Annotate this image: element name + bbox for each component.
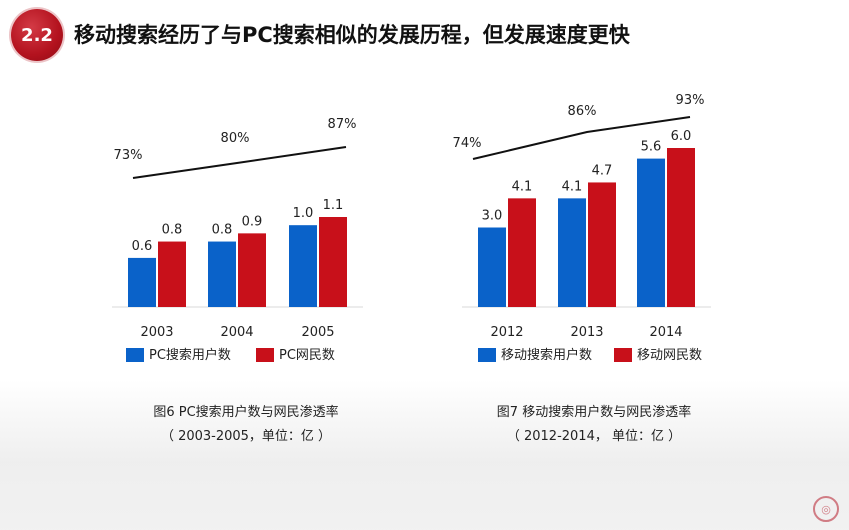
- chart1-penetration-label-2003: 73%: [114, 148, 143, 163]
- chart1-value-label-search-2004: 0.8: [212, 223, 233, 238]
- chart1-bar-search-2004: [208, 241, 236, 307]
- chart2-value-label-users-2013: 4.7: [592, 163, 613, 178]
- chart1-bar-search-2003: [128, 257, 156, 307]
- chart1-bar-search-2005: [289, 225, 317, 307]
- chart2-value-label-search-2014: 5.6: [641, 140, 662, 155]
- chart1-bar-users-2004: [238, 233, 266, 307]
- chart1-legend-label-search: PC搜索用户数: [149, 347, 231, 363]
- chart1-value-label-users-2004: 0.9: [242, 214, 263, 229]
- chart2-value-label-users-2014: 6.0: [671, 129, 692, 144]
- chart1-value-label-search-2005: 1.0: [293, 206, 314, 221]
- chart1-xtick-2005: 2005: [301, 325, 334, 340]
- chart2-xtick-2012: 2012: [490, 325, 523, 340]
- chart1-penetration-label-2004: 80%: [221, 131, 250, 146]
- chart1-penetration-label-2005: 87%: [328, 117, 357, 132]
- chart2-bar-users-2013: [588, 182, 616, 307]
- chart2-penetration-label-2014: 93%: [676, 93, 705, 108]
- chart1-value-label-search-2003: 0.6: [132, 239, 153, 254]
- section-number: 2.2: [21, 24, 53, 46]
- chart2-subcaption: （ 2012-2014， 单位：亿 ）: [506, 429, 682, 444]
- chart1-penetration-line: [132, 146, 347, 179]
- chart1-legend-swatch-search: [126, 348, 144, 362]
- chart1-bar-users-2005: [319, 217, 347, 307]
- chart1-bar-users-2003: [158, 241, 186, 307]
- chart2-value-label-search-2012: 3.0: [482, 209, 503, 224]
- chart2-legend-swatch-search: [478, 348, 496, 362]
- chart1-caption: 图6 PC搜索用户数与网民渗透率: [153, 405, 339, 420]
- chart1-xtick-2004: 2004: [220, 325, 253, 340]
- chart1-subcaption: （ 2003-2005，单位：亿 ）: [160, 429, 332, 444]
- chart2-value-label-search-2013: 4.1: [562, 179, 583, 194]
- chart2-xtick-2013: 2013: [570, 325, 603, 340]
- chart2-caption: 图7 移动搜索用户数与网民渗透率: [496, 405, 692, 420]
- seal-icon: ◎: [813, 496, 839, 522]
- chart2-value-label-users-2012: 4.1: [512, 179, 533, 194]
- chart2-xtick-2014: 2014: [649, 325, 682, 340]
- chart2-legend-swatch-users: [614, 348, 632, 362]
- chart2-bar-search-2012: [478, 227, 506, 307]
- chart2-bar-search-2014: [637, 158, 665, 307]
- chart1-legend-label-users: PC网民数: [279, 348, 335, 363]
- chart2-penetration-label-2012: 74%: [453, 136, 482, 151]
- section-badge: 2.2: [11, 9, 63, 61]
- chart2-penetration-line: [472, 116, 691, 160]
- chart2-penetration-label-2013: 86%: [568, 104, 597, 119]
- chart2-bar-users-2014: [667, 148, 695, 307]
- chart1-legend-swatch-users: [256, 348, 274, 362]
- chart2-legend-label-users: 移动网民数: [637, 348, 702, 363]
- chart1-xtick-2003: 2003: [140, 325, 173, 340]
- chart2-legend-label-search: 移动搜索用户数: [501, 347, 592, 363]
- chart2-bar-users-2012: [508, 198, 536, 307]
- page-title: 移动搜索经历了与PC搜索相似的发展历程，但发展速度更快: [74, 23, 630, 47]
- chart1-value-label-users-2005: 1.1: [323, 198, 344, 213]
- chart1-value-label-users-2003: 0.8: [162, 223, 183, 238]
- chart2-bar-search-2013: [558, 198, 586, 307]
